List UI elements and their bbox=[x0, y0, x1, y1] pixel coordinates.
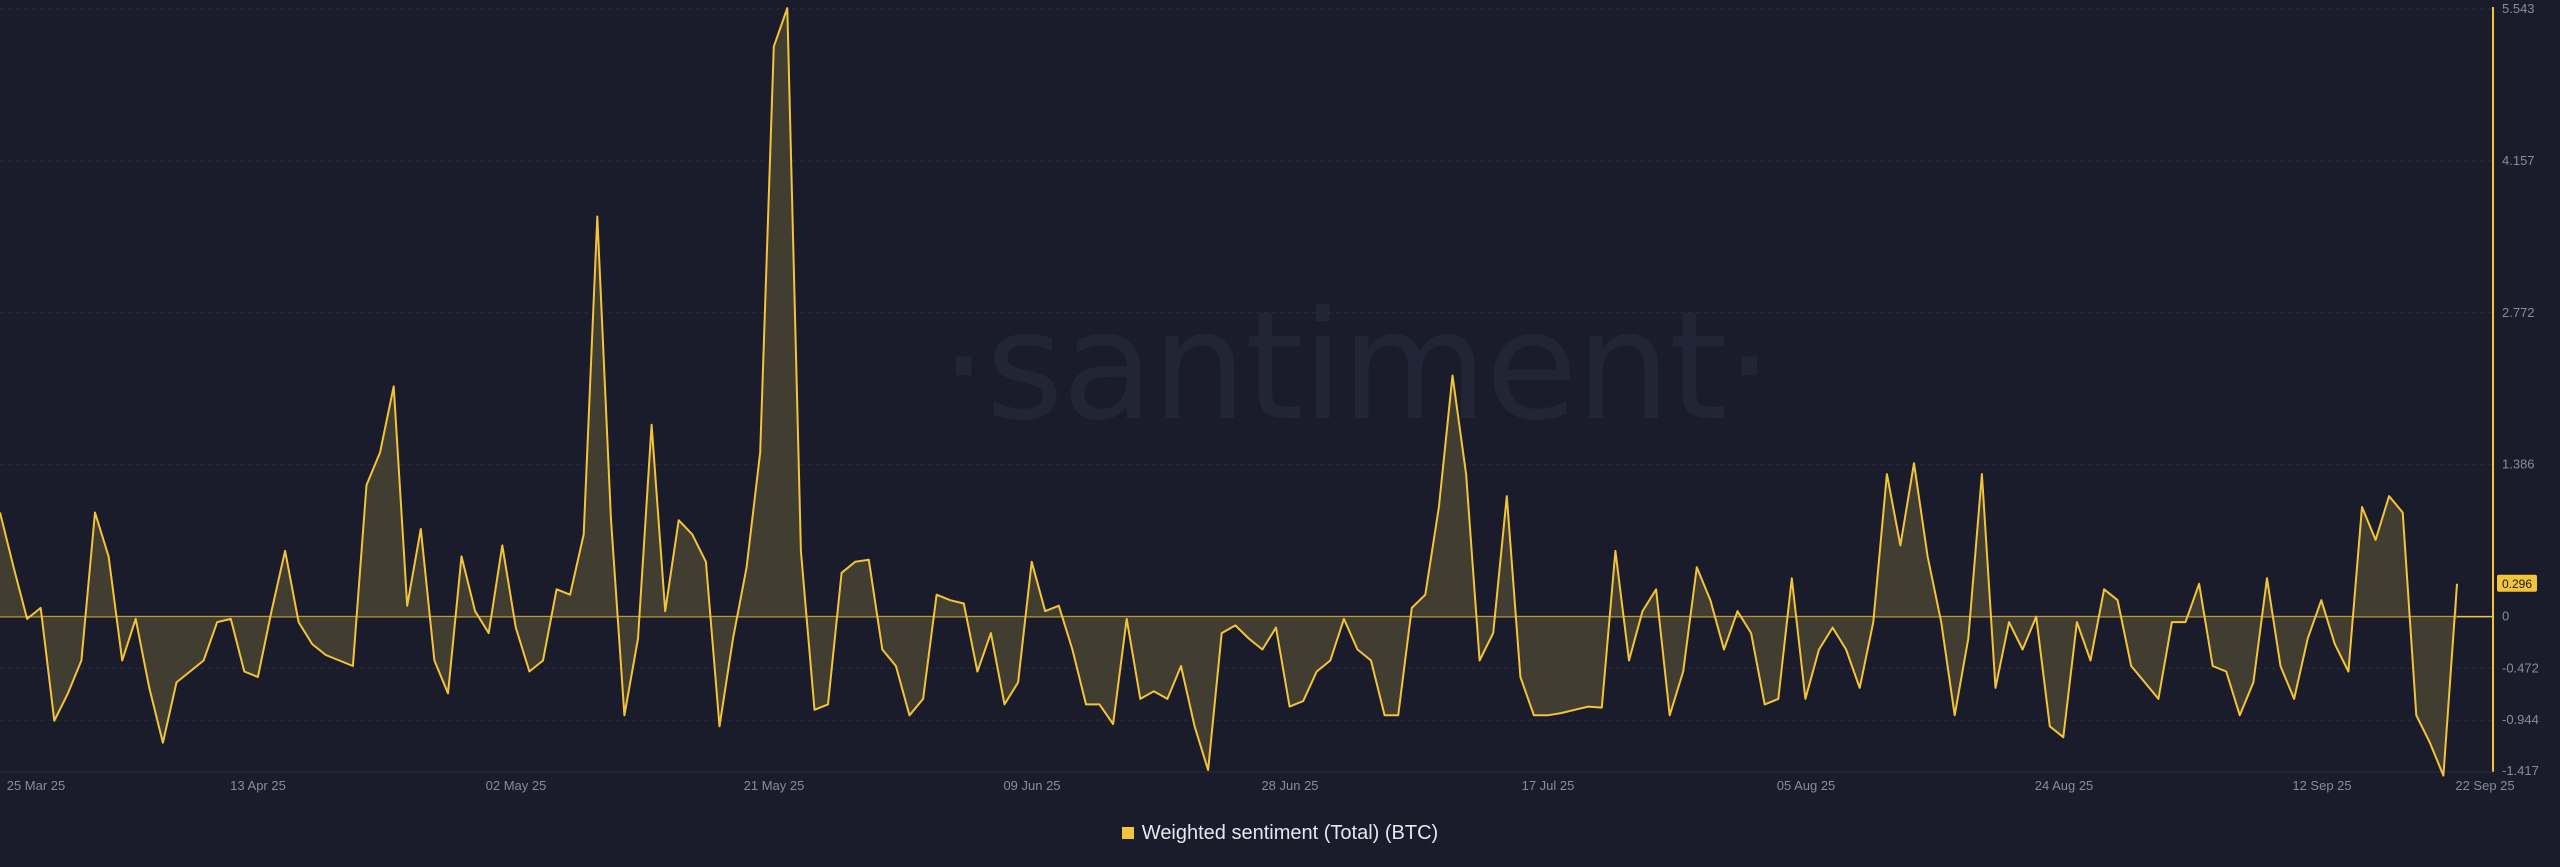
legend-swatch bbox=[1121, 827, 1134, 839]
x-tick-label: 25 Mar 25 bbox=[7, 778, 66, 793]
x-tick-label: 12 Sep 25 bbox=[2292, 778, 2351, 793]
x-tick-label: 09 Jun 25 bbox=[1003, 778, 1060, 793]
series-area bbox=[0, 8, 2457, 776]
y-tick-label: -1.417 bbox=[2502, 763, 2539, 778]
y-tick-label: -0.472 bbox=[2502, 660, 2539, 675]
x-tick-label: 02 May 25 bbox=[486, 778, 547, 793]
last-value-label: 0.296 bbox=[2502, 577, 2532, 591]
x-tick-label: 24 Aug 25 bbox=[2035, 778, 2094, 793]
series-line bbox=[0, 7, 2458, 777]
y-tick-label: 1.386 bbox=[2502, 457, 2535, 472]
x-tick-label: 17 Jul 25 bbox=[1522, 778, 1575, 793]
x-tick-label: 05 Aug 25 bbox=[1777, 778, 1836, 793]
x-tick-label: 21 May 25 bbox=[744, 778, 805, 793]
x-tick-label: 22 Sep 25 bbox=[2455, 778, 2514, 793]
y-tick-label: 2.772 bbox=[2502, 305, 2535, 320]
y-tick-label: 0 bbox=[2502, 609, 2509, 624]
y-tick-label: 4.157 bbox=[2502, 153, 2535, 168]
x-tick-label: 28 Jun 25 bbox=[1261, 778, 1318, 793]
last-value-badge bbox=[2497, 574, 2537, 592]
legend[interactable]: Weighted sentiment (Total) (BTC) bbox=[0, 822, 2560, 845]
y-tick-label: 5.543 bbox=[2502, 1, 2535, 16]
legend-label: Weighted sentiment (Total) (BTC) bbox=[1141, 822, 1439, 844]
x-tick-label: 13 Apr 25 bbox=[230, 778, 286, 793]
y-tick-label: -0.944 bbox=[2502, 712, 2539, 727]
